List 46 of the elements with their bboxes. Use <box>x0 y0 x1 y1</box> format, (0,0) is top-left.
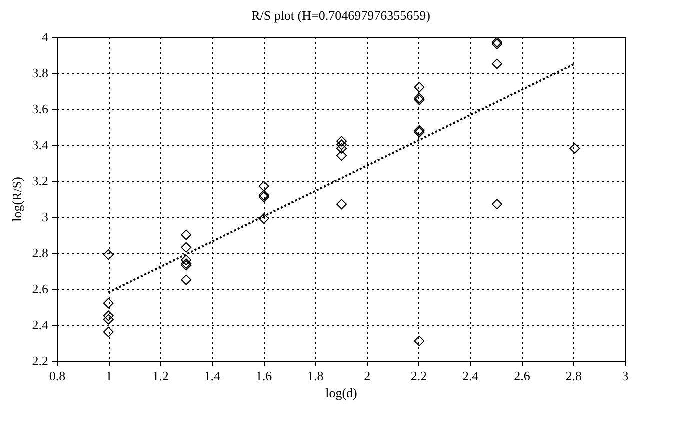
x-tick-label: 1.4 <box>204 368 222 384</box>
y-tick-label: 3.2 <box>32 174 48 188</box>
x-tick-label: 1 <box>106 368 112 384</box>
x-tick-label: 2.6 <box>514 368 531 384</box>
x-tick-label: 3 <box>622 368 629 384</box>
point <box>336 136 348 147</box>
y-tick-label: 2.8 <box>32 246 48 260</box>
x-axis-title: log(d) <box>326 386 358 400</box>
y-tick-label: 2.6 <box>32 282 49 296</box>
point <box>336 143 348 154</box>
x-tick-label: 2.4 <box>462 368 480 384</box>
y-axis-title: log(R/S) <box>9 177 24 222</box>
point <box>336 150 348 162</box>
y-tick-label: 4 <box>42 30 49 44</box>
point <box>258 214 270 224</box>
point <box>336 140 348 150</box>
y-tick-label: 3.6 <box>32 102 49 116</box>
point <box>492 58 502 70</box>
point <box>181 230 192 240</box>
x-tick-label: 1.2 <box>152 368 169 384</box>
point <box>103 310 114 322</box>
point <box>181 254 192 266</box>
point <box>492 199 502 210</box>
x-tick-label: 2 <box>364 368 371 384</box>
x-tick-label: 1.8 <box>308 368 324 384</box>
y-tick-label: 3.8 <box>32 66 48 80</box>
chart-title: R/S plot (H=0.704697976355659) <box>252 8 430 23</box>
point <box>336 199 348 210</box>
point <box>414 336 425 346</box>
point <box>258 181 270 192</box>
x-tick-label: 2.2 <box>410 368 428 384</box>
y-tick-label: 3 <box>42 210 48 224</box>
point <box>414 82 425 93</box>
y-tick-label: 2.4 <box>32 318 49 332</box>
point <box>181 242 192 253</box>
x-tick-label: 0.8 <box>49 368 66 384</box>
point <box>103 326 114 338</box>
point <box>103 250 114 260</box>
point <box>103 298 114 309</box>
y-tick-label: 3.4 <box>32 138 49 152</box>
point <box>570 143 580 154</box>
y-tick-label: 2.2 <box>32 354 48 368</box>
x-tick-label: 1.6 <box>256 368 273 384</box>
point <box>181 274 192 286</box>
point <box>103 314 114 325</box>
x-tick-label: 2.8 <box>566 368 582 384</box>
